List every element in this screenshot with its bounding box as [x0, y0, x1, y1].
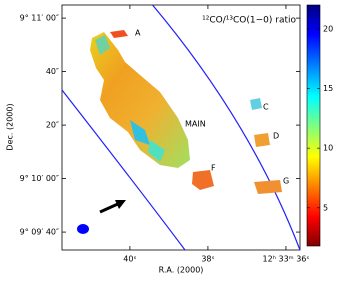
y-tick-label: 9° 10′ 00″ [20, 174, 59, 183]
colorbar [306, 4, 321, 247]
annotation: D [273, 132, 279, 141]
x-tick-label: 12ʰ 33ᵐ 36ˢ [263, 255, 310, 264]
annotation: C [263, 103, 269, 112]
arrow [99, 201, 121, 214]
chart-title: ¹²CO/¹³CO(1−0) ratio [202, 16, 296, 26]
region-g [254, 180, 282, 194]
colorbar-tick-label: 10 [323, 144, 333, 153]
y-tick-label: 9° 09′ 40″ [20, 228, 59, 237]
beam [77, 224, 89, 234]
colorbar-tick-label: 20 [323, 24, 333, 33]
annotation: G [283, 177, 289, 186]
region-f [192, 170, 214, 190]
region-c [250, 98, 262, 110]
arrow-head [115, 200, 126, 209]
y-tick-label: 9° 11′ 00″ [20, 14, 59, 23]
annotation: F [211, 164, 216, 173]
colorbar-tick-label: 15 [323, 84, 333, 93]
region-patch [130, 120, 150, 145]
region-patch [148, 140, 165, 162]
beam-edge [62, 89, 186, 250]
y-tick-label: 40″ [46, 67, 59, 76]
annotation: A [135, 29, 141, 38]
colorbar-tick-label: 5 [323, 203, 328, 212]
region-a [110, 30, 128, 38]
region-d [254, 133, 270, 147]
map [62, 5, 300, 250]
y-tick-label: 20″ [46, 121, 59, 130]
beam-edge [151, 5, 300, 250]
annotation: MAIN [185, 120, 206, 129]
region-patch [95, 35, 110, 55]
main-region [90, 32, 190, 168]
x-tick-label: 40ˢ [123, 255, 136, 264]
x-tick-label: 38ˢ [201, 255, 214, 264]
y-axis-label: Dec. (2000) [6, 103, 15, 150]
x-axis-label: R.A. (2000) [159, 266, 204, 275]
